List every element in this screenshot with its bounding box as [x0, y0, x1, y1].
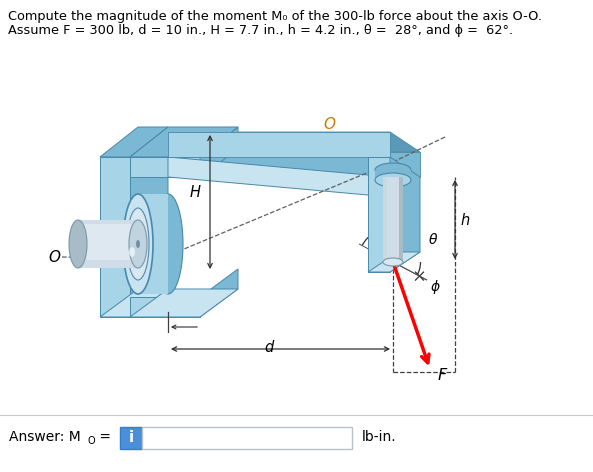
Ellipse shape [123, 194, 153, 294]
Polygon shape [130, 297, 200, 317]
Text: $d$: $d$ [264, 339, 276, 355]
Ellipse shape [153, 194, 183, 294]
Text: $H$: $H$ [189, 184, 202, 200]
Polygon shape [78, 220, 138, 268]
Polygon shape [130, 127, 168, 317]
Polygon shape [130, 289, 238, 317]
Polygon shape [368, 157, 390, 272]
Text: lb-in.: lb-in. [362, 430, 397, 444]
Polygon shape [198, 152, 420, 177]
Polygon shape [383, 177, 387, 262]
Polygon shape [200, 269, 238, 317]
Polygon shape [168, 157, 390, 197]
Text: Answer: M: Answer: M [9, 430, 81, 444]
Polygon shape [168, 157, 420, 177]
Ellipse shape [69, 220, 87, 268]
Polygon shape [383, 177, 403, 262]
Text: i: i [129, 430, 133, 446]
Polygon shape [100, 289, 168, 317]
Polygon shape [130, 127, 238, 157]
Polygon shape [168, 132, 390, 157]
Text: O: O [87, 436, 95, 446]
Polygon shape [138, 194, 168, 294]
Text: $O$: $O$ [48, 249, 62, 265]
Polygon shape [100, 127, 168, 157]
FancyBboxPatch shape [120, 427, 142, 449]
Polygon shape [399, 177, 403, 262]
Text: Assume F = 300 lb, d = 10 in., H = 7.7 in., h = 4.2 in., θ =  28°, and ϕ =  62°.: Assume F = 300 lb, d = 10 in., H = 7.7 i… [8, 24, 513, 37]
Polygon shape [100, 157, 130, 317]
Text: $F$: $F$ [437, 367, 448, 383]
Ellipse shape [136, 240, 140, 248]
Ellipse shape [383, 258, 403, 266]
Text: $h$: $h$ [460, 212, 470, 228]
Ellipse shape [375, 163, 411, 177]
Text: =: = [95, 430, 111, 444]
Text: $\phi$: $\phi$ [430, 278, 441, 296]
Text: $O$: $O$ [323, 116, 337, 132]
Polygon shape [375, 170, 411, 180]
Polygon shape [390, 157, 420, 272]
Text: Compute the magnitude of the moment M₀ of the 300-lb force about the axis O-O.: Compute the magnitude of the moment M₀ o… [8, 10, 542, 23]
Polygon shape [168, 132, 420, 152]
Ellipse shape [129, 247, 135, 257]
FancyBboxPatch shape [142, 427, 352, 449]
Ellipse shape [375, 173, 411, 187]
Polygon shape [200, 127, 238, 177]
Text: $\theta$: $\theta$ [428, 233, 438, 247]
Ellipse shape [129, 220, 147, 268]
Ellipse shape [127, 208, 149, 280]
Polygon shape [130, 157, 200, 177]
Polygon shape [368, 252, 420, 272]
Polygon shape [78, 224, 138, 260]
